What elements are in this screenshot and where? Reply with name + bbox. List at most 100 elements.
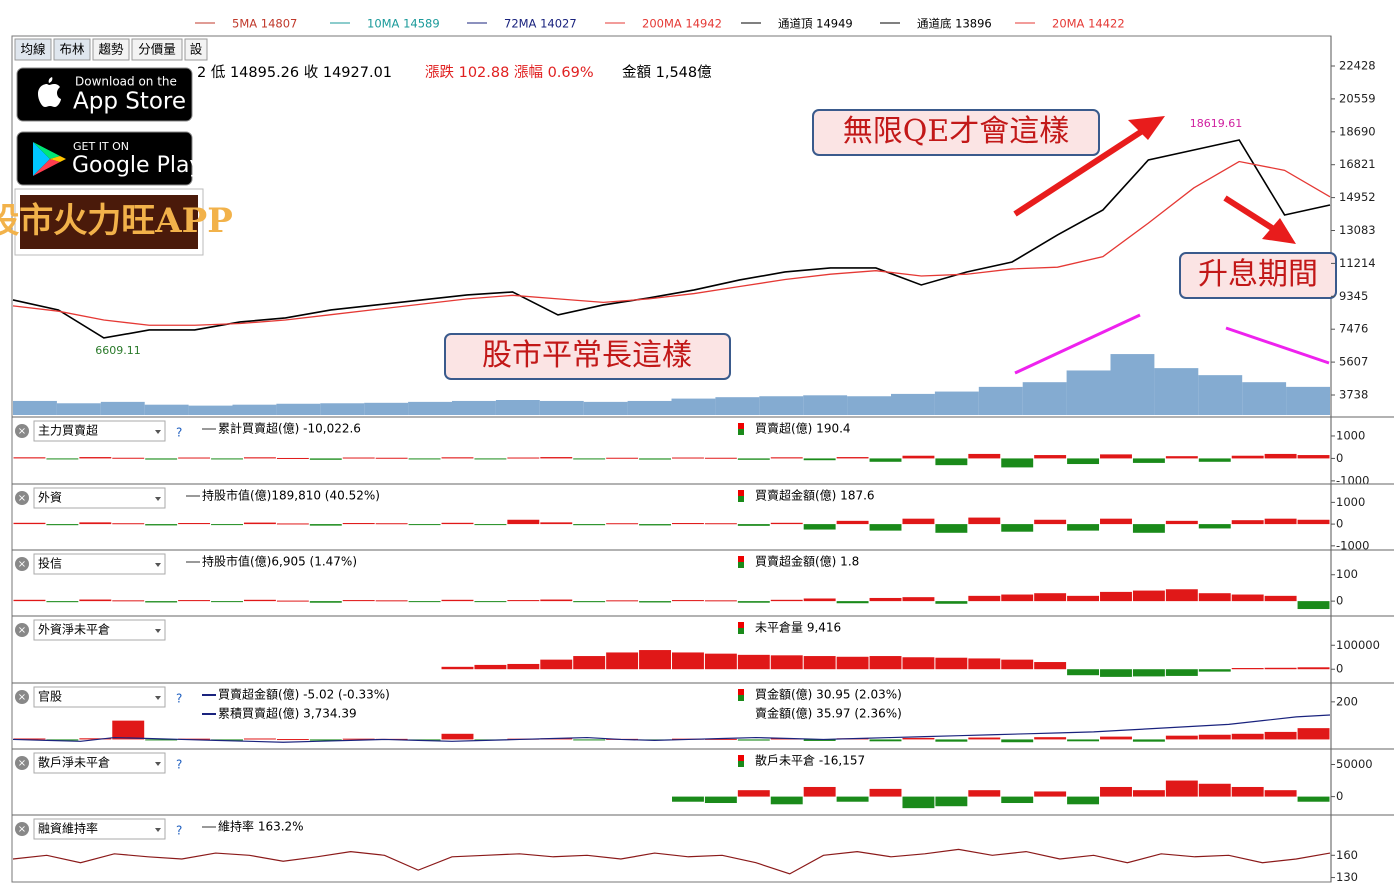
appstore-badge[interactable] [16,67,193,122]
flow-bar [13,457,46,459]
close-button[interactable] [15,623,29,637]
flow-bar [1264,453,1297,459]
volume-bar [320,403,365,415]
app-logo-text: 股市火力旺APP [0,201,233,241]
flow-bar [79,457,112,459]
close-x[interactable]: × [18,625,26,636]
flow-bar [441,522,474,525]
panel-selector[interactable] [33,487,166,509]
close-x[interactable]: × [18,692,26,703]
flow-bar [13,738,46,740]
legend-label: 200MA 14942 [642,17,722,31]
y-tick-label: 0 [1336,594,1343,608]
play-icon [33,159,60,176]
flow-bar [211,601,243,603]
flow-bar [1132,669,1165,677]
help[interactable]: ? [176,692,182,706]
flow-bar [770,522,803,525]
selector-label: 投信 [38,556,62,571]
arrow [1013,123,1152,217]
help[interactable]: ? [176,758,182,772]
panel-selector[interactable] [33,553,166,575]
panel-selector[interactable] [33,818,166,840]
help[interactable]: ? [176,426,182,440]
flow-bar [639,601,671,603]
legend-label: 通道頂 14949 [778,17,853,31]
toolbar-button[interactable] [53,38,91,61]
flow-bar [1198,783,1231,797]
flow-bar [1264,790,1297,797]
close-button[interactable] [15,424,29,438]
toolbar-button[interactable] [184,38,208,61]
flow-bar [507,457,540,459]
close-button[interactable] [15,756,29,770]
flow-bar [441,733,474,740]
volume-bar [583,401,628,415]
volume-bar [144,404,189,415]
legend-swatch [738,556,744,562]
flow-bar [1165,456,1198,459]
toolbar-button[interactable] [131,38,183,61]
panel-selector[interactable] [33,686,166,708]
volume-bar [847,396,891,415]
y-tick-label: 160 [1336,848,1358,862]
flow-bar [79,738,112,740]
panel-selector[interactable] [33,619,166,641]
close-button[interactable] [15,690,29,704]
legend-swatch [738,622,744,628]
close-x[interactable]: × [18,758,26,769]
y-tick-label: 0 [1336,517,1343,531]
flow-bar [145,601,178,603]
y-tick-label: 0 [1336,451,1343,465]
flow-bar [540,457,573,459]
close-button[interactable] [15,822,29,836]
toolbar-button[interactable] [14,38,52,61]
flow-bar [935,739,968,742]
close-x[interactable]: × [18,824,26,835]
app-logo[interactable] [20,195,198,249]
flow-bar [935,601,968,604]
flow-bar [869,656,902,670]
panel-selector[interactable] [33,752,166,774]
flow-bar [441,457,474,459]
legend-swatch [738,761,744,767]
flow-bar [836,601,869,604]
flow-bar [639,458,671,460]
flow-bar [243,738,276,740]
close-button[interactable] [15,491,29,505]
flow-bar [803,524,836,530]
flow-bar [540,659,573,670]
flow-bar [573,601,606,603]
flow-bar [1100,454,1132,459]
panel-selector[interactable] [33,420,166,442]
volume-bar [1242,382,1287,415]
volume-bar [13,400,57,415]
volume-bar [759,396,804,415]
flow-bar [1297,796,1330,802]
dropdown-arrow [155,563,161,567]
help[interactable]: ? [176,824,182,838]
flow-bar [276,739,309,741]
googleplay-badge[interactable] [16,131,193,186]
close-x[interactable]: × [18,493,26,504]
close-button[interactable] [15,557,29,571]
flow-bar [1297,728,1330,740]
flow-bar [836,656,869,670]
flow-bar [408,458,441,460]
flow-bar [276,523,309,525]
flow-bar [178,523,211,525]
y-tick-label: 14952 [1339,190,1376,204]
close-x[interactable]: × [18,426,26,437]
trend-line [1014,313,1141,375]
flow-bar [737,790,770,797]
close-x[interactable]: × [18,559,26,570]
toolbar-button[interactable] [92,38,130,61]
flow-bar [1231,786,1264,797]
legend-swatch [738,490,744,496]
flow-bar [704,523,737,525]
volume-bar [978,386,1023,415]
flow-bar [243,522,276,525]
y-tick-label: 11214 [1339,256,1376,270]
volume-bar [891,393,935,415]
